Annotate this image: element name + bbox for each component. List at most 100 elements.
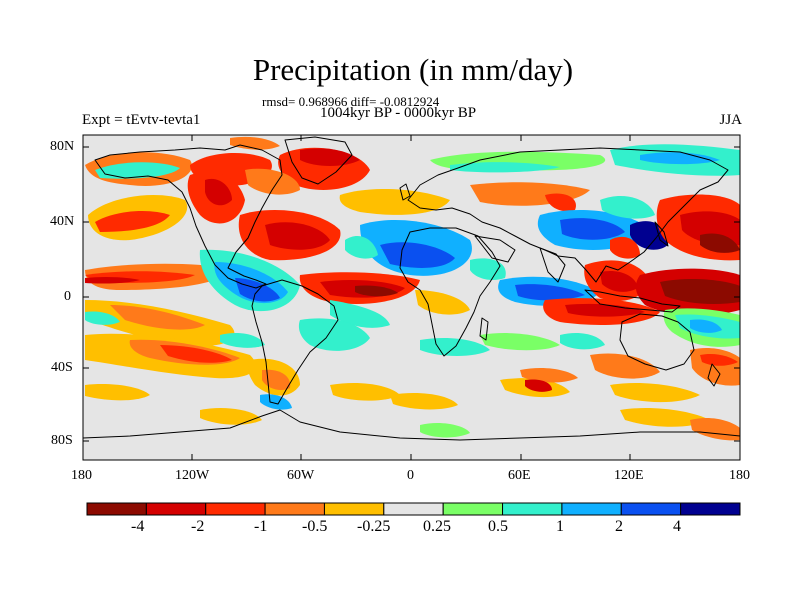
colorbar-swatch	[502, 502, 563, 516]
anomaly-patch	[560, 218, 625, 240]
coastline-greenland	[284, 136, 353, 185]
anomaly-patch	[260, 394, 292, 410]
colorbar-label: 0.5	[488, 518, 508, 535]
anomaly-patch	[298, 318, 370, 351]
axis-ticks	[82, 135, 741, 460]
colorbar-swatch	[620, 502, 682, 516]
coastline-north-america	[94, 144, 283, 289]
anomaly-patch	[660, 279, 740, 304]
anomaly-patch	[330, 300, 390, 328]
anomaly-patch	[600, 270, 638, 292]
map-title: Precipitation (in mm/day)	[252, 52, 574, 87]
colorbar-label: -0.25	[357, 518, 391, 535]
anomaly-patch	[690, 319, 722, 333]
anomaly-patch	[590, 353, 660, 379]
anomaly-patch	[205, 178, 232, 206]
colorbar-swatch	[383, 502, 444, 516]
anomaly-patch	[85, 311, 120, 325]
lon-label-180w: 180	[71, 468, 92, 483]
lat-label-0: 0	[64, 289, 71, 304]
anomaly-patch	[420, 422, 470, 438]
colorbar-swatch	[680, 502, 741, 516]
colorbar-swatch	[323, 502, 385, 516]
lon-label-60e: 60E	[508, 468, 531, 483]
lat-label-80s: 80S	[51, 433, 73, 448]
anomaly-patch	[230, 136, 280, 150]
anomaly-patch	[470, 258, 506, 281]
anomaly-patch	[545, 193, 576, 212]
anomaly-patch	[345, 235, 378, 259]
anomaly-patch	[640, 152, 720, 165]
anomaly-patch	[355, 285, 398, 297]
lat-label-40n: 40N	[50, 214, 75, 229]
lon-label-60w: 60W	[287, 468, 315, 483]
lat-label-40s: 40S	[51, 360, 73, 375]
coastlines	[83, 136, 740, 441]
coastline-madagascar	[479, 317, 489, 341]
colorbar-swatch	[205, 502, 266, 516]
anomaly-patch	[220, 333, 265, 348]
anomaly-patch	[480, 333, 560, 351]
anomaly-patch	[560, 333, 605, 350]
lon-label-120e: 120E	[614, 468, 644, 483]
period-subtitle: 1004kyr BP - 0000kyr BP	[320, 105, 477, 121]
colorbar-label: -1	[254, 518, 268, 535]
colorbar	[86, 502, 741, 516]
anomaly-patch	[85, 384, 150, 401]
anomaly-patch	[110, 305, 205, 330]
anomaly-patch	[85, 276, 140, 284]
anomaly-patch	[265, 222, 330, 250]
coastline-australia	[619, 313, 695, 371]
colorbar-label: -0.5	[302, 518, 328, 535]
colorbar-swatch	[264, 502, 325, 516]
anomaly-patch	[235, 278, 280, 302]
anomaly-patch	[700, 233, 740, 253]
anomaly-patch	[610, 236, 640, 259]
anomaly-patch	[262, 369, 291, 391]
anomaly-patch	[525, 379, 552, 392]
lon-label-180e: 180	[729, 468, 750, 483]
anomaly-patch	[160, 345, 232, 363]
coastline-uk	[399, 183, 411, 201]
anomaly-patch	[300, 148, 360, 166]
anomaly-field	[85, 136, 740, 441]
stats-subtitle: rmsd= 0.968966 diff= -0.0812924	[262, 94, 440, 109]
coastline-japan	[654, 221, 669, 247]
colorbar-swatch	[561, 502, 622, 516]
anomaly-patch	[380, 242, 455, 268]
anomaly-patch	[330, 383, 400, 401]
colorbar-label: 0.25	[423, 518, 451, 535]
experiment-label: Expt = tEvtv-tevta1	[82, 112, 201, 128]
coastline-south-america	[251, 279, 339, 405]
coastline-indonesia	[584, 289, 681, 313]
coastline-arabia	[474, 235, 516, 263]
anomaly-patch	[515, 284, 585, 301]
coastline-new-zealand	[707, 363, 721, 387]
colorbar-label: -4	[131, 518, 145, 535]
season-label: JJA	[719, 112, 742, 128]
anomaly-patch	[200, 408, 262, 425]
anomaly-patch	[610, 383, 700, 403]
anomaly-patch	[600, 195, 655, 219]
lon-label-120w: 120W	[175, 468, 210, 483]
colorbar-label: 4	[673, 518, 681, 535]
anomaly-patch	[390, 393, 458, 410]
anomaly-patch	[630, 221, 669, 250]
colorbar-swatch	[442, 502, 504, 516]
colorbar-swatch	[86, 502, 147, 516]
anomaly-patch	[450, 162, 560, 173]
colorbar-label: 1	[556, 518, 564, 535]
lat-label-80n: 80N	[50, 139, 75, 154]
anomaly-patch	[700, 353, 738, 366]
coastline-eurasia	[407, 147, 729, 283]
anomaly-patch	[95, 210, 170, 232]
anomaly-patch	[520, 367, 578, 383]
coastline-antarctica	[83, 409, 740, 441]
colorbar-label: -2	[191, 518, 205, 535]
colorbar-swatch	[145, 502, 207, 516]
anomaly-patch	[620, 408, 710, 427]
lon-label-0: 0	[407, 468, 414, 483]
anomaly-patch	[565, 303, 645, 317]
coastline-africa	[399, 227, 501, 357]
